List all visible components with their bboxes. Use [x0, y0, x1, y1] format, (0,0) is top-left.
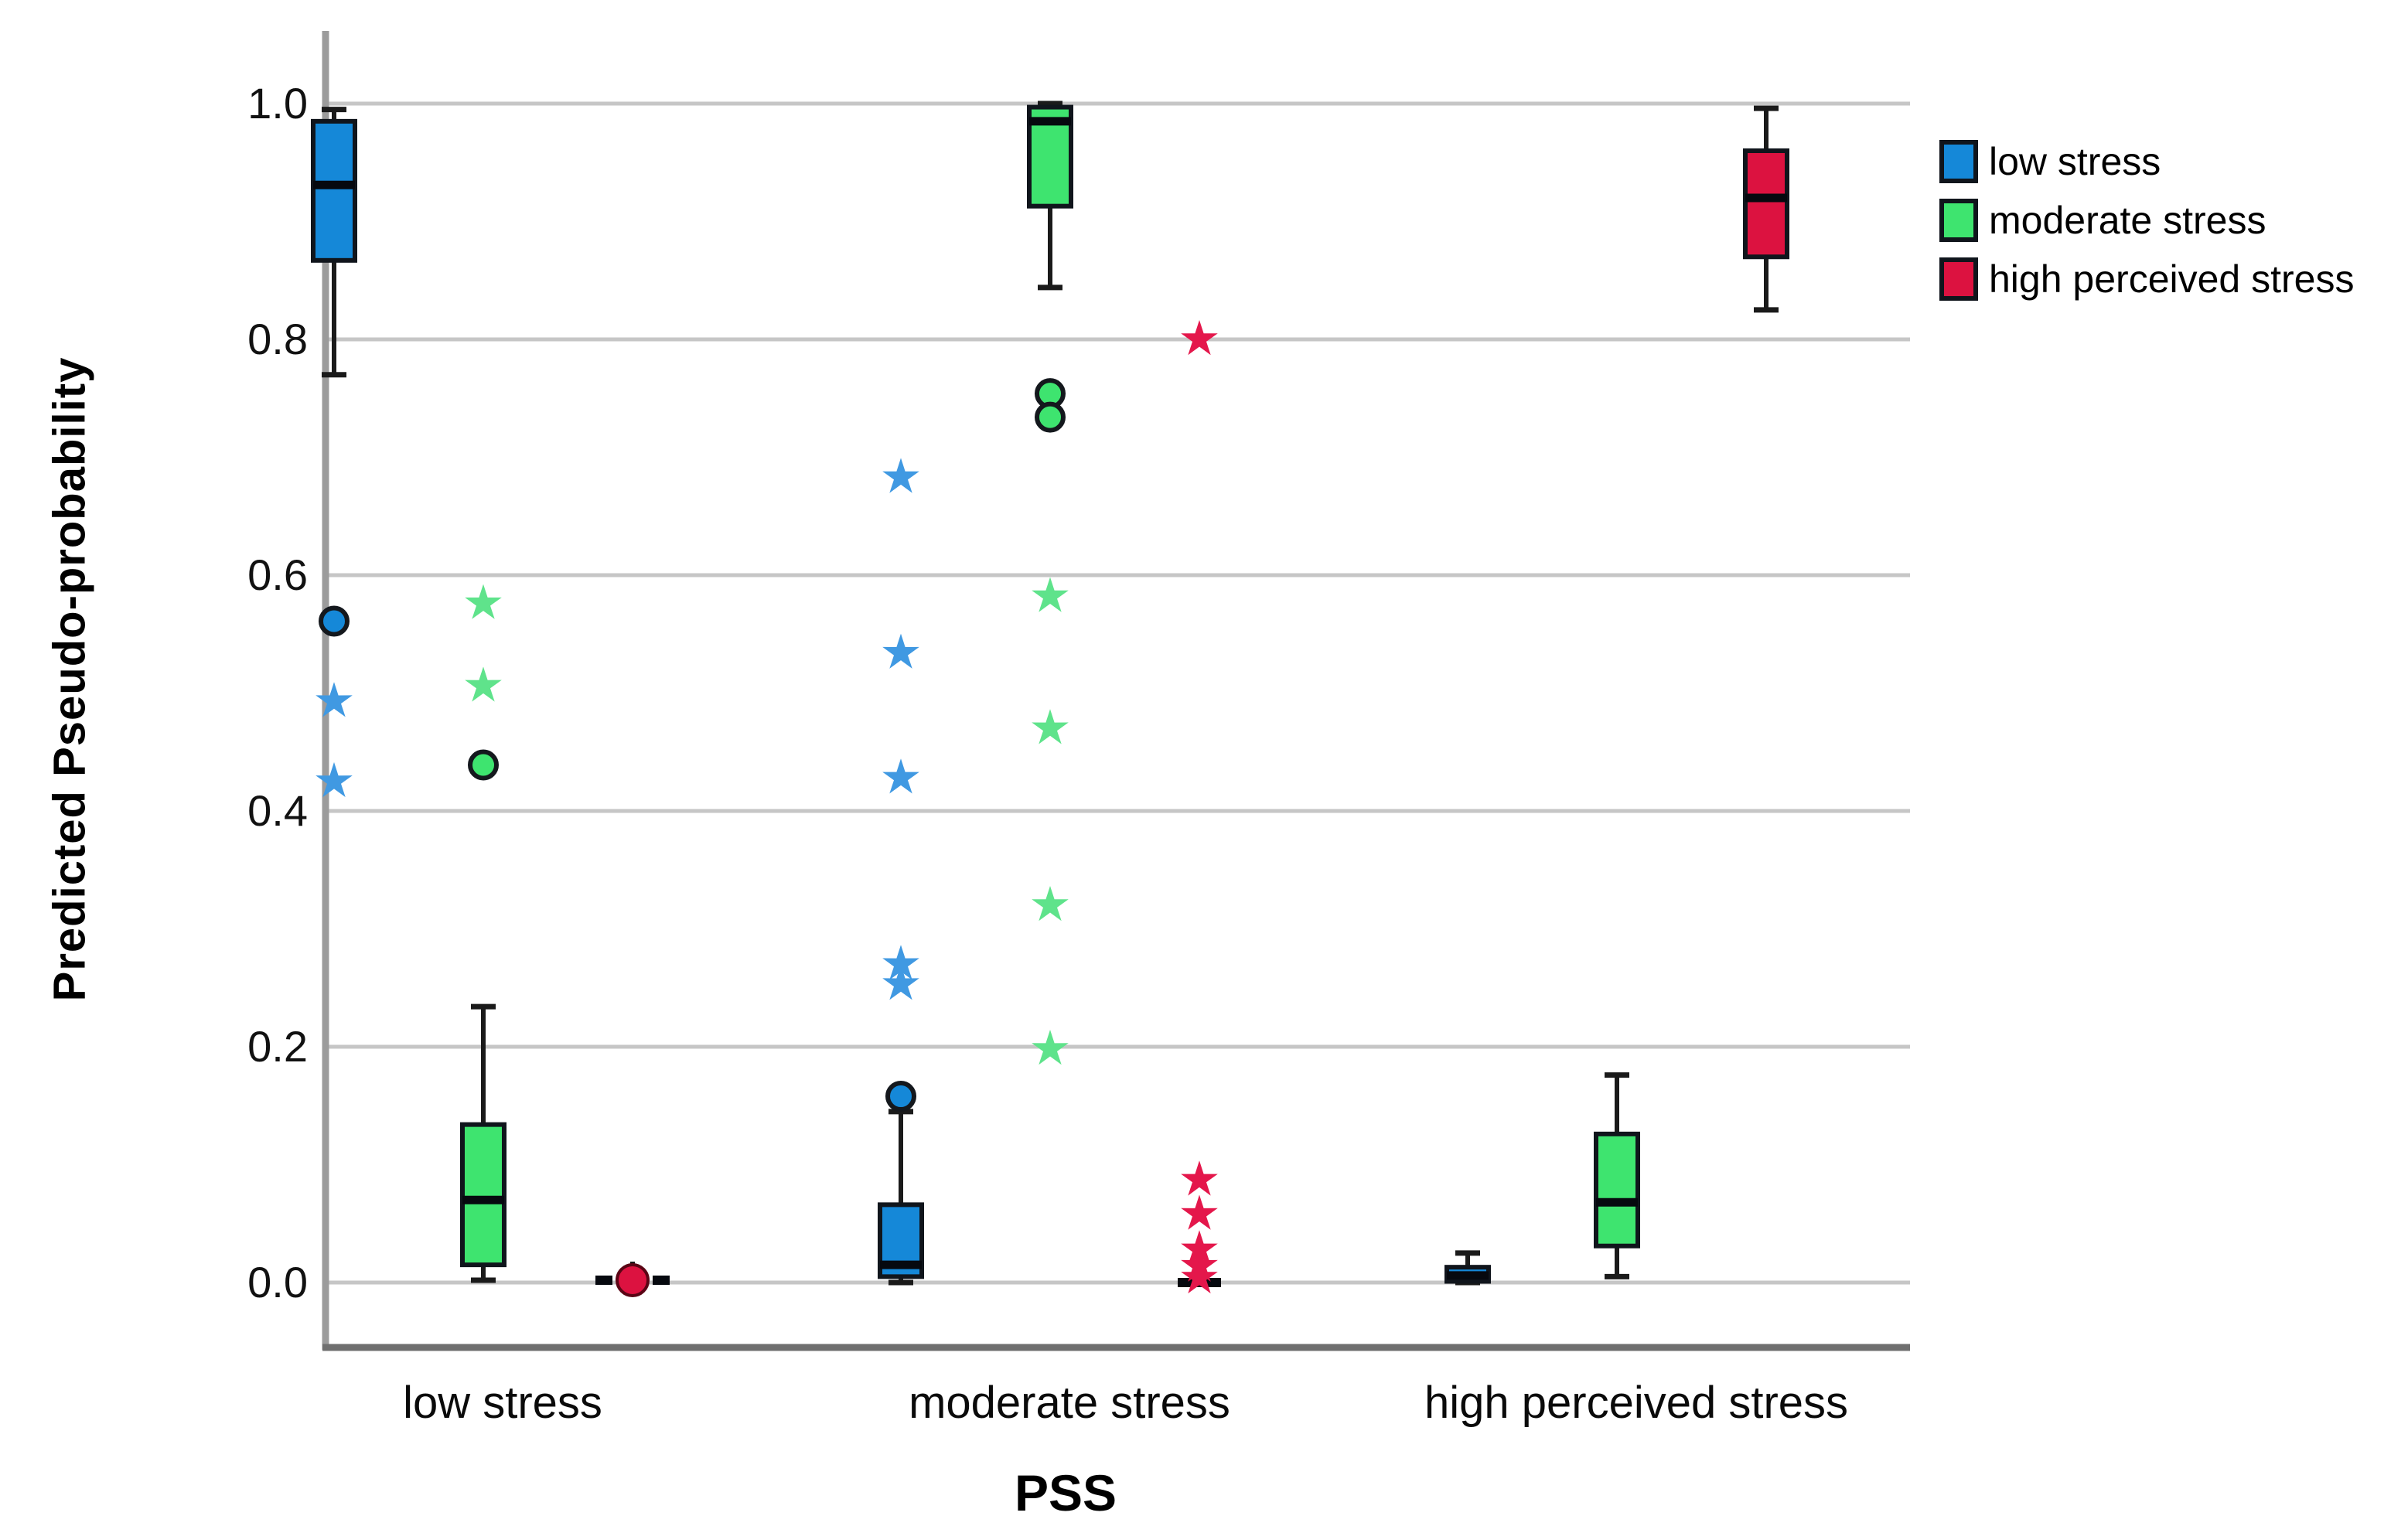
outlier-star	[1181, 1194, 1218, 1230]
legend-item-moderate-stress: moderate stress	[1939, 196, 2354, 244]
legend-label: low stress	[1989, 140, 2161, 183]
x-tick-label-high-perceived-stress: high perceived stress	[1424, 1378, 1849, 1428]
legend-swatch-high-perceived-stress	[1939, 257, 1978, 301]
collapsed-box-dot	[616, 1262, 650, 1297]
x-tick-label-low-stress: low stress	[403, 1378, 602, 1428]
y-tick-label: 0.2	[247, 1022, 308, 1071]
box	[1743, 148, 1789, 260]
outlier-star	[315, 682, 353, 717]
box	[1594, 1131, 1640, 1249]
y-tick-label: 0.6	[247, 550, 308, 599]
x-axis-title: PSS	[1014, 1464, 1117, 1521]
outlier-star	[882, 458, 919, 493]
box	[460, 1122, 506, 1268]
outlier-circle	[319, 605, 350, 637]
outlier-star	[882, 965, 919, 1000]
x-tick-label-moderate-stress: moderate stress	[909, 1378, 1230, 1428]
y-axis-title-wrap: Predicted Pseudo-probability	[44, 177, 96, 1182]
legend: low stress moderate stress high perceive…	[1939, 138, 2354, 314]
legend-item-high-perceived-stress: high perceived stress	[1939, 255, 2354, 303]
outlier-circle	[468, 749, 499, 781]
outlier-star	[882, 758, 919, 794]
outlier-circle	[885, 1081, 916, 1112]
legend-label: moderate stress	[1989, 199, 2266, 242]
outlier-star	[1032, 577, 1069, 612]
y-tick-label: 0.4	[247, 786, 308, 835]
outlier-star	[882, 633, 919, 669]
outlier-star	[1032, 709, 1069, 744]
outlier-star	[315, 761, 353, 798]
box	[311, 118, 357, 263]
outlier-star	[1032, 886, 1069, 922]
outlier-circle	[1035, 401, 1066, 433]
legend-item-low-stress: low stress	[1939, 138, 2354, 186]
y-tick-label: 0.0	[247, 1258, 308, 1306]
outlier-star	[1181, 1160, 1218, 1196]
y-tick-label: 0.8	[247, 315, 308, 363]
legend-swatch-moderate-stress	[1939, 199, 1978, 242]
outlier-star	[1181, 320, 1218, 356]
outlier-star	[1032, 1030, 1069, 1065]
outlier-star	[465, 584, 502, 619]
outlier-star	[1181, 1258, 1218, 1294]
y-tick-label: 1.0	[247, 79, 308, 128]
y-axis-title: Predicted Pseudo-probability	[44, 356, 95, 1002]
outlier-star	[465, 666, 502, 702]
legend-label: high perceived stress	[1989, 257, 2355, 301]
legend-swatch-low-stress	[1939, 140, 1978, 183]
outlier-star	[882, 945, 919, 980]
